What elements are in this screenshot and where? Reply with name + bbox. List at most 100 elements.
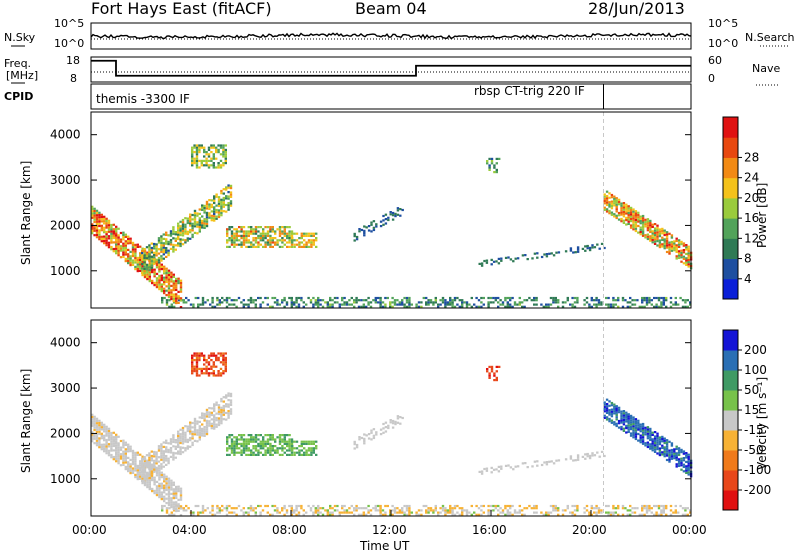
y-tick-label: 3000 [50, 173, 81, 187]
power-cell [117, 243, 120, 246]
power-cell [367, 225, 371, 228]
power-cell [228, 303, 231, 306]
power-cell [673, 240, 676, 243]
velocity-cell [542, 513, 545, 516]
power-cell [158, 283, 161, 286]
velocity-cell [629, 513, 632, 516]
power-cell [145, 265, 149, 269]
power-cell [644, 225, 647, 228]
power-cell [307, 239, 311, 242]
power-cell [288, 237, 291, 240]
power-cell [677, 254, 681, 257]
power-cell [233, 303, 236, 306]
power-cell [574, 251, 577, 254]
velocity-cell [170, 484, 173, 487]
power-cell [408, 296, 411, 300]
velocity-cell [493, 374, 496, 377]
velocity-cell [143, 467, 146, 470]
velocity-cell [127, 445, 130, 448]
power-cell [321, 299, 325, 302]
velocity-cell [353, 509, 356, 512]
velocity-cell [240, 438, 243, 441]
power-cell [103, 235, 106, 238]
power-cell [687, 245, 690, 248]
velocity-cell [233, 447, 236, 450]
velocity-cell [649, 447, 652, 450]
power-cell [131, 259, 135, 262]
velocity-cell [620, 428, 623, 431]
power-cell [483, 259, 486, 263]
velocity-cell [269, 445, 272, 448]
power-cell [227, 197, 230, 200]
power-cell [169, 232, 173, 235]
power-cell [653, 238, 657, 241]
velocity-cell [625, 411, 628, 414]
power-cell [485, 261, 489, 264]
power-cell [191, 224, 194, 228]
power-cell [174, 244, 177, 247]
velocity-cell [262, 447, 265, 450]
velocity-cell [105, 441, 108, 444]
power-cell [631, 303, 634, 306]
velocity-cell [117, 442, 120, 445]
power-cell [545, 303, 548, 306]
power-cell [639, 215, 642, 218]
power-cell [157, 256, 161, 260]
power-cell [281, 232, 284, 235]
power-cell [451, 301, 454, 304]
power-cell [172, 237, 175, 240]
power-cell [165, 238, 168, 241]
velocity-cell [281, 507, 284, 510]
velocity-cell [238, 451, 241, 454]
velocity-cell [222, 411, 225, 414]
velocity-cell [588, 454, 592, 457]
velocity-cell [461, 509, 464, 512]
power-cell [331, 299, 334, 302]
power-cell [278, 232, 282, 235]
velocity-cell [401, 509, 404, 512]
power-cell [227, 184, 230, 187]
velocity-cell [259, 445, 262, 448]
power-cell [615, 208, 618, 211]
velocity-cell [622, 416, 626, 419]
power-cell [189, 231, 192, 234]
velocity-cell [167, 504, 171, 507]
velocity-cell [355, 507, 358, 510]
power-cell [105, 237, 108, 240]
power-cell [115, 234, 118, 237]
velocity-cell [605, 405, 609, 408]
power-cell [682, 244, 686, 247]
velocity-cell [439, 507, 442, 510]
velocity-cell [374, 509, 377, 512]
velocity-cell [673, 448, 676, 451]
power-cell [552, 254, 556, 257]
nave-tick-bottom: 0 [708, 72, 715, 85]
velocity-cell [384, 511, 387, 514]
velocity-cell [668, 456, 671, 459]
velocity-cell [595, 513, 598, 516]
power-cell [391, 305, 394, 308]
power-cell [314, 301, 317, 304]
velocity-cell [193, 428, 197, 431]
velocity-cell [122, 452, 125, 455]
velocity-cell [131, 469, 135, 472]
power-cell [278, 303, 281, 306]
velocity-cell [350, 511, 353, 514]
power-cell [186, 219, 189, 222]
power-cell [675, 244, 678, 247]
velocity-cell [365, 434, 368, 437]
power-cell [167, 240, 170, 243]
velocity-cell [134, 460, 137, 463]
velocity-cell [605, 504, 608, 508]
power-cell [391, 218, 395, 221]
velocity-cell [597, 511, 601, 514]
power-cell [227, 191, 230, 194]
power-cell [449, 299, 452, 302]
velocity-cell [131, 452, 135, 455]
velocity-cell [434, 507, 437, 510]
velocity-cell [242, 511, 245, 514]
power-cell [198, 223, 201, 226]
velocity-cell [220, 400, 223, 403]
power-cell [531, 257, 534, 260]
power-cell [281, 299, 284, 302]
